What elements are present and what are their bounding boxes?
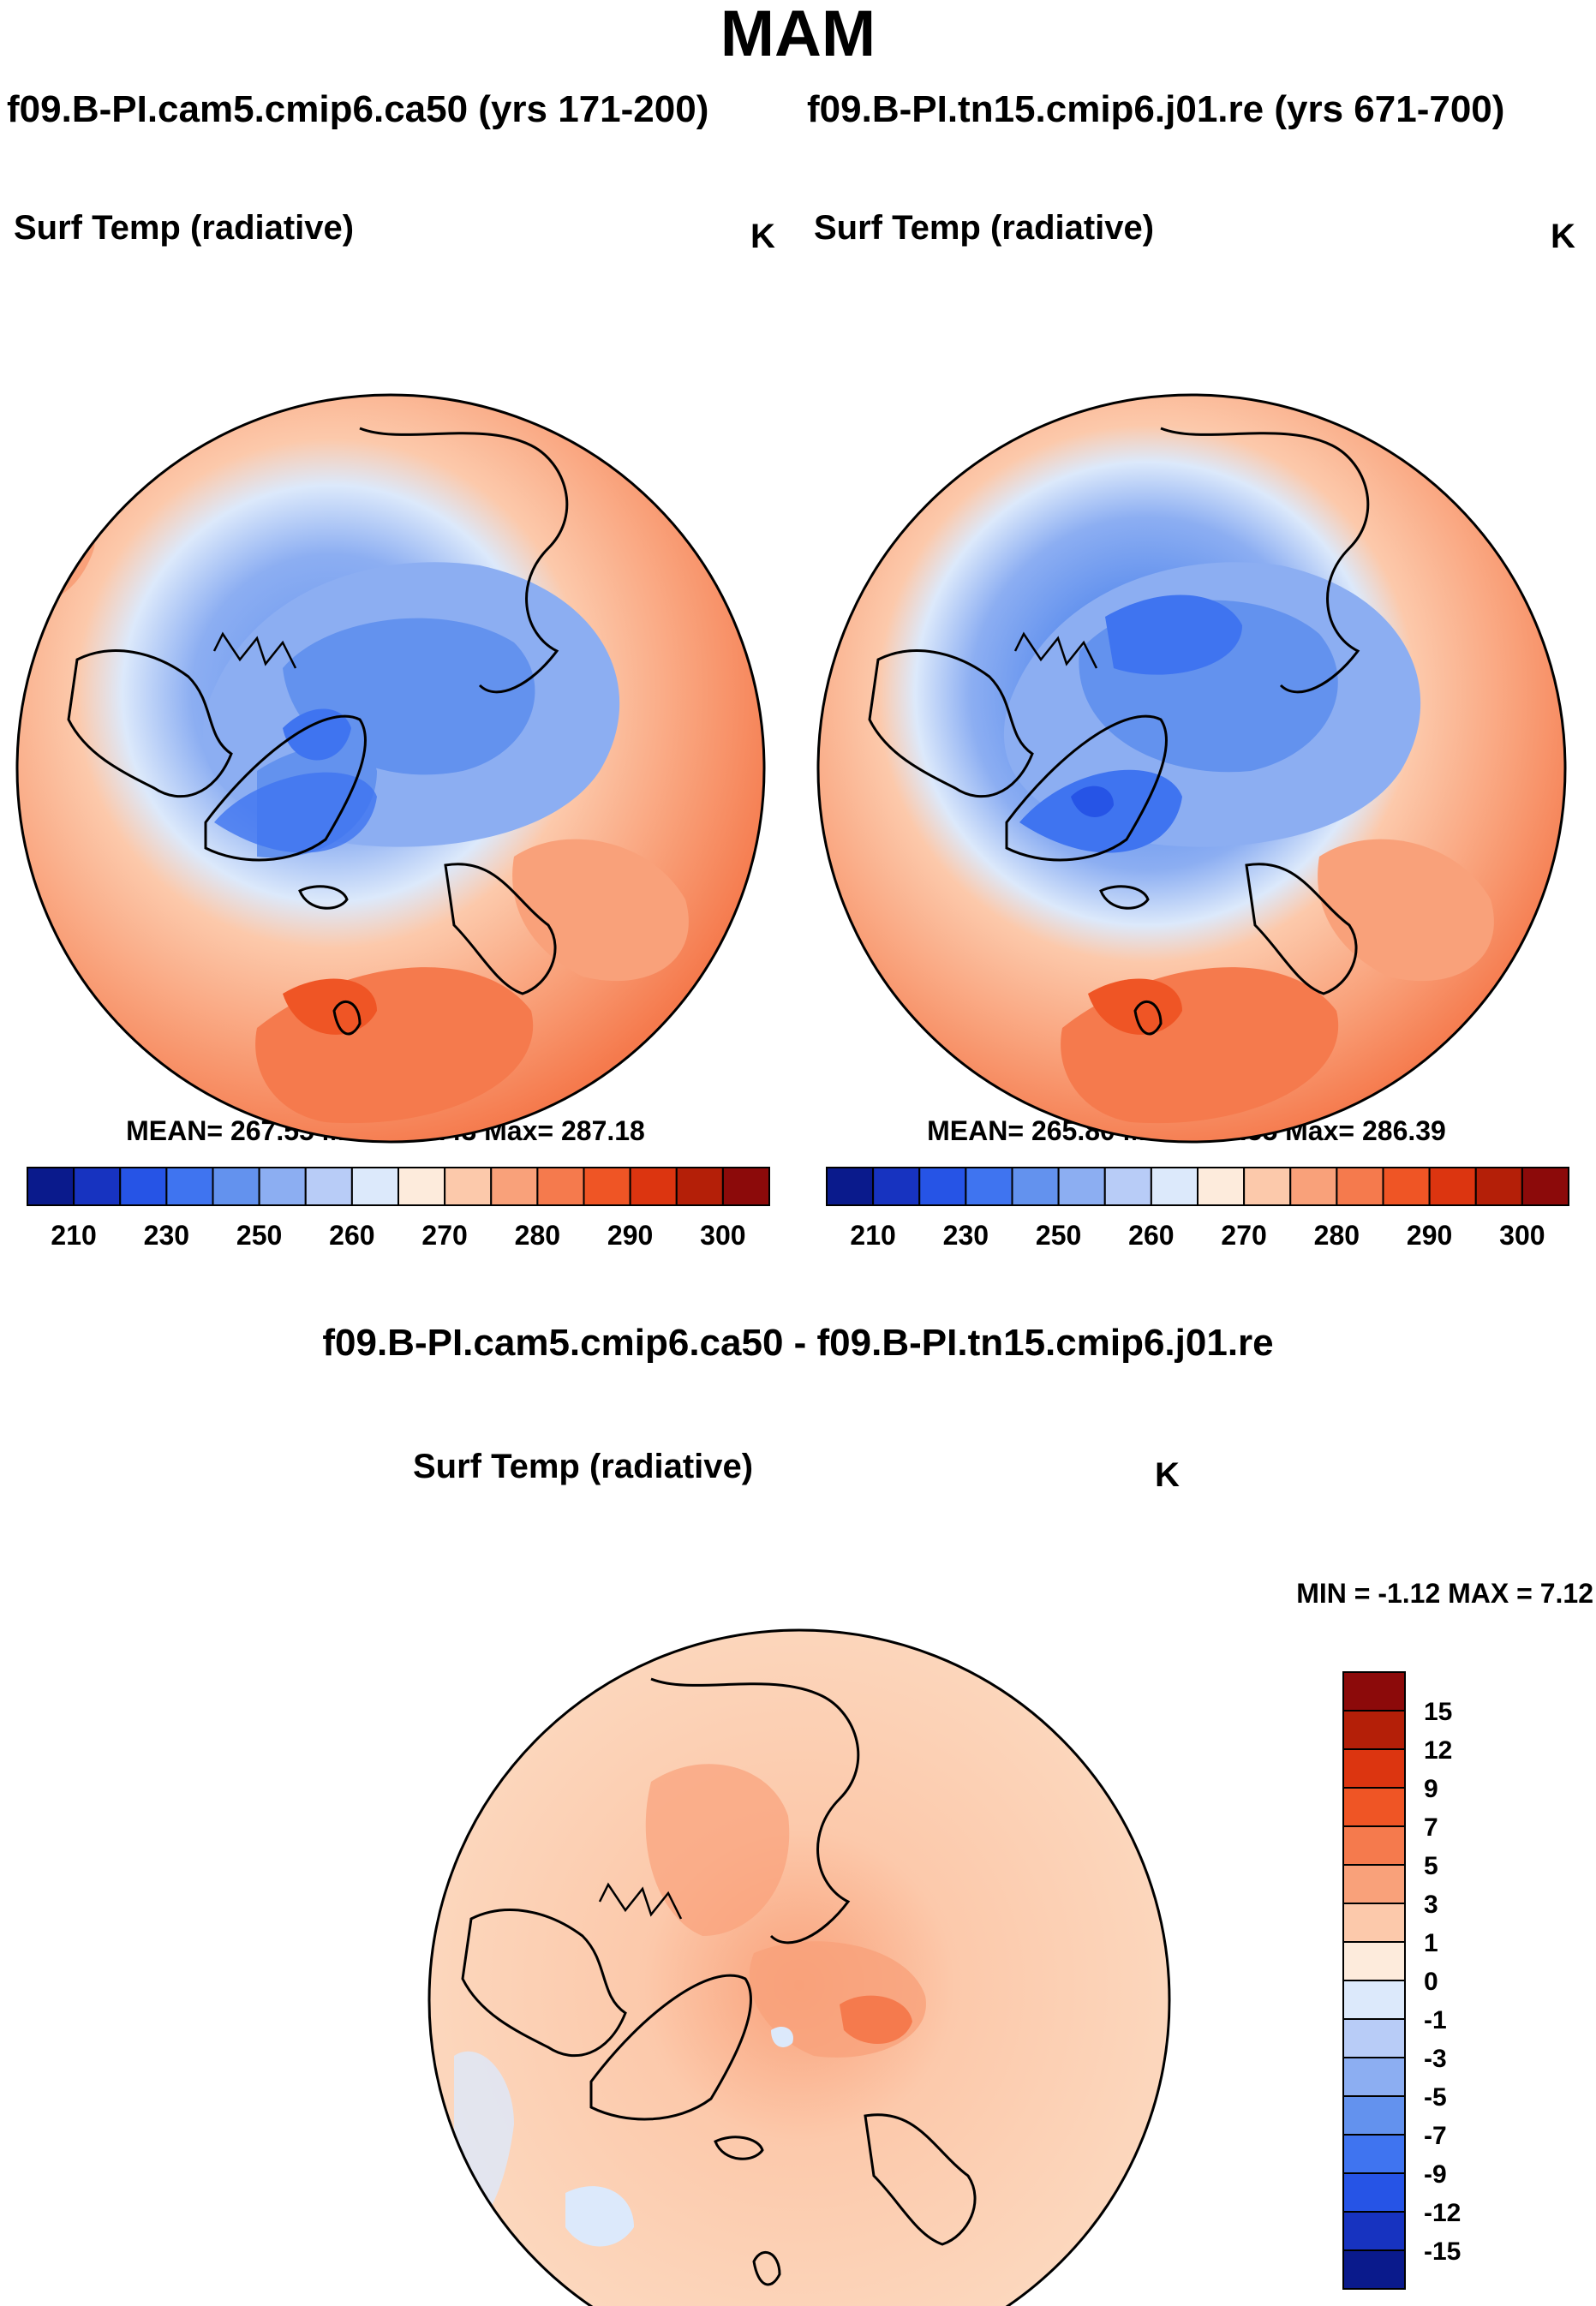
- colorbar-tick-label: 9: [1424, 1775, 1438, 1803]
- colorbar-tick-label: 270: [421, 1220, 467, 1251]
- colorbar-tick-label: -15: [1424, 2237, 1461, 2266]
- colorbar-box: [212, 1167, 260, 1206]
- colorbar-box: [1342, 1903, 1406, 1943]
- colorbar-tick-label: 3: [1424, 1891, 1438, 1919]
- colorbar-box: [490, 1167, 539, 1206]
- colorbar-tick-label: 250: [236, 1220, 282, 1251]
- colorbar-tick-label: 260: [1128, 1220, 1174, 1251]
- colorbar-tick-label: 1: [1424, 1929, 1438, 1957]
- colorbar-box: [1289, 1167, 1338, 1206]
- colorbar-box: [1336, 1167, 1384, 1206]
- colorbar-box: [1342, 2211, 1406, 2251]
- colorbar-box: [1197, 1167, 1246, 1206]
- colorbar-tick-label: -9: [1424, 2160, 1447, 2189]
- colorbar-box: [304, 1167, 353, 1206]
- colorbar-box: [1342, 2057, 1406, 2097]
- colorbar-box: [1474, 1167, 1523, 1206]
- colorbar-box: [1342, 1825, 1406, 1866]
- panel-3-minmax: MIN = -1.12 MAX = 7.12: [1296, 1578, 1593, 1609]
- colorbar-tick-label: 300: [1499, 1220, 1545, 1251]
- map-panel-1: [15, 393, 766, 1144]
- colorbar-box: [1342, 2172, 1406, 2213]
- colorbar-box: [629, 1167, 678, 1206]
- panel-1-title: Surf Temp (radiative): [14, 209, 355, 247]
- colorbar-box: [721, 1167, 770, 1206]
- panel-1-units: K: [750, 218, 775, 255]
- colorbar-tick-label: 230: [144, 1220, 189, 1251]
- colorbar-box: [675, 1167, 724, 1206]
- colorbar-tick-label: 300: [700, 1220, 745, 1251]
- colorbar-box: [1342, 1787, 1406, 1827]
- colorbar-box: [872, 1167, 921, 1206]
- colorbar-tick-label: 12: [1424, 1736, 1452, 1765]
- colorbar-tick-label: -1: [1424, 2006, 1447, 2034]
- colorbar-tick-label: 250: [1036, 1220, 1081, 1251]
- colorbar-tick-label: -12: [1424, 2199, 1461, 2227]
- colorbar-box: [1342, 1671, 1406, 1712]
- colorbar-box: [1342, 1710, 1406, 1750]
- panel-3-units: K: [1155, 1456, 1180, 1494]
- colorbar-box: [1342, 2095, 1406, 2136]
- diff-title: f09.B-PI.cam5.cmip6.ca50 - f09.B-PI.tn15…: [322, 1322, 1274, 1364]
- colorbar-tick-label: 290: [607, 1220, 653, 1251]
- colorbar-box: [536, 1167, 585, 1206]
- colorbar-tick-label: 0: [1424, 1968, 1438, 1996]
- panel-2-units: K: [1551, 218, 1575, 255]
- colorbar-tick-label: 210: [850, 1220, 895, 1251]
- map-panel-3: [427, 1628, 1171, 2306]
- colorbar-tick-label: 290: [1407, 1220, 1452, 1251]
- colorbar-box: [119, 1167, 168, 1206]
- colorbar-box: [1382, 1167, 1431, 1206]
- map-panel-2: [816, 393, 1567, 1144]
- colorbar-tick-label: 270: [1221, 1220, 1266, 1251]
- colorbar-tick-label: 260: [329, 1220, 374, 1251]
- colorbar-box: [583, 1167, 631, 1206]
- colorbar-tick-label: -5: [1424, 2083, 1447, 2112]
- colorbar-box: [965, 1167, 1013, 1206]
- colorbar-box: [258, 1167, 307, 1206]
- colorbar-tick-label: -3: [1424, 2045, 1447, 2073]
- colorbar-panel-3: 15 12 9 7 5 3 1 0 -1 -3 -5 -7 -9 -12 -15: [1342, 1671, 1461, 2290]
- colorbar-box: [1521, 1167, 1569, 1206]
- colorbar-box: [444, 1167, 493, 1206]
- panel-3-title: Surf Temp (radiative): [413, 1448, 754, 1485]
- colorbar-box: [27, 1167, 75, 1206]
- colorbar-box: [1057, 1167, 1106, 1206]
- colorbar-box: [350, 1167, 399, 1206]
- colorbar-box: [398, 1167, 446, 1206]
- colorbar-box: [826, 1167, 875, 1206]
- colorbar-box: [1342, 2018, 1406, 2058]
- colorbar-panel-2: 210 230 250 260 270 280 290 300: [826, 1167, 1569, 1251]
- colorbar-box: [1342, 1980, 1406, 2020]
- colorbar-box: [1243, 1167, 1292, 1206]
- colorbar-box: [1342, 1941, 1406, 1981]
- colorbar-tick-label: 15: [1424, 1698, 1452, 1726]
- colorbar-tick-label: 210: [51, 1220, 96, 1251]
- colorbar-box: [1150, 1167, 1198, 1206]
- colorbar-box: [918, 1167, 967, 1206]
- colorbar-box: [1428, 1167, 1477, 1206]
- colorbar-tick-label: 7: [1424, 1813, 1438, 1842]
- colorbar-box: [73, 1167, 122, 1206]
- colorbar-tick-label: 5: [1424, 1852, 1438, 1880]
- panel-2-title: Surf Temp (radiative): [814, 209, 1155, 247]
- colorbar-box: [1342, 1864, 1406, 1904]
- main-title: MAM: [720, 0, 876, 70]
- colorbar-tick-label: -7: [1424, 2122, 1447, 2150]
- colorbar-box: [1342, 2249, 1406, 2290]
- colorbar-box: [1342, 1748, 1406, 1789]
- colorbar-box: [1103, 1167, 1152, 1206]
- case-title-left: f09.B-PI.cam5.cmip6.ca50 (yrs 171-200): [7, 88, 709, 130]
- case-title-right: f09.B-PI.tn15.cmip6.j01.re (yrs 671-700): [807, 88, 1505, 130]
- colorbar-box: [1011, 1167, 1060, 1206]
- colorbar-box: [1342, 2134, 1406, 2174]
- colorbar-tick-label: 230: [943, 1220, 989, 1251]
- colorbar-tick-label: 280: [1314, 1220, 1360, 1251]
- colorbar-panel-1: 210 230 250 260 270 280 290 300: [27, 1167, 770, 1251]
- colorbar-tick-label: 280: [515, 1220, 560, 1251]
- colorbar-box: [165, 1167, 214, 1206]
